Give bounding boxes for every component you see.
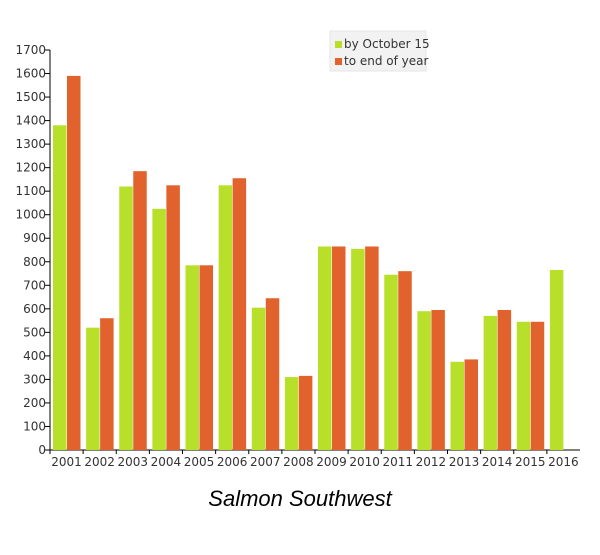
bar-by-october-15 — [450, 361, 464, 450]
x-tick-label: 2015 — [515, 455, 546, 469]
bar-by-october-15 — [152, 208, 166, 450]
bar-by-october-15 — [417, 311, 431, 450]
legend: by October 15 to end of year — [329, 30, 430, 72]
legend-label: by October 15 — [344, 37, 430, 51]
y-tick-label: 700 — [23, 278, 46, 292]
y-tick-label: 0 — [38, 443, 46, 457]
bar-to-end-of-year — [464, 359, 478, 450]
y-tick-label: 100 — [23, 419, 46, 433]
y-tick-label: 800 — [23, 255, 46, 269]
bar-to-end-of-year — [431, 310, 445, 450]
y-tick-label: 200 — [23, 396, 46, 410]
bar-to-end-of-year — [100, 318, 114, 450]
bar-by-october-15 — [318, 246, 332, 450]
bar-by-october-15 — [251, 307, 266, 450]
x-tick-label: 2004 — [151, 455, 182, 469]
bar-to-end-of-year — [166, 185, 180, 450]
y-tick-label: 1000 — [15, 208, 46, 222]
bar-to-end-of-year — [530, 321, 545, 450]
y-tick-label: 1600 — [15, 67, 46, 81]
y-tick-label: 1700 — [15, 43, 46, 57]
bar-to-end-of-year — [232, 178, 247, 450]
x-tick-label: 2010 — [349, 455, 380, 469]
y-tick-label: 1500 — [15, 90, 46, 104]
bar-to-end-of-year — [332, 246, 346, 450]
bar-by-october-15 — [86, 327, 100, 450]
y-tick-label: 1300 — [15, 137, 46, 151]
x-tick-label: 2005 — [184, 455, 215, 469]
bar-by-october-15 — [549, 270, 564, 450]
y-tick-label: 1400 — [15, 114, 46, 128]
y-tick-label: 600 — [23, 302, 46, 316]
x-axis: 2001 2002 2003 2004 2005 2006 2007 2008 2009 2010… — [49, 449, 580, 469]
x-tick-label: 2013 — [449, 455, 480, 469]
bar-to-end-of-year — [298, 375, 313, 450]
bars — [53, 75, 564, 451]
legend-box — [329, 30, 427, 72]
x-tick-label: 2009 — [316, 455, 347, 469]
bar-to-end-of-year — [398, 271, 412, 450]
bar-to-end-of-year — [133, 171, 147, 451]
x-tick-label: 2014 — [482, 455, 513, 469]
y-tick-label: 1100 — [15, 184, 46, 198]
y-axis: 0 100 200 300 400 500 600 700 800 900 1000 1100 1200… — [15, 43, 51, 457]
bar-to-end-of-year — [265, 298, 280, 450]
bar-to-end-of-year — [497, 310, 512, 450]
x-tick-label: 2012 — [416, 455, 447, 469]
legend-swatch — [335, 41, 342, 48]
bar-to-end-of-year — [365, 246, 379, 450]
y-tick-label: 400 — [23, 349, 46, 363]
x-tick-label: 2008 — [283, 455, 314, 469]
legend-swatch — [335, 58, 342, 65]
chart-title: Salmon Southwest — [208, 486, 392, 511]
bar-by-october-15 — [516, 321, 531, 450]
bar-by-october-15 — [119, 186, 133, 450]
bar-to-end-of-year — [67, 75, 81, 450]
bar-by-october-15 — [351, 248, 365, 450]
x-tick-label: 2007 — [250, 455, 281, 469]
legend-label: to end of year — [344, 54, 429, 68]
bar-by-october-15 — [185, 265, 199, 450]
x-tick-label: 2002 — [84, 455, 115, 469]
bar-to-end-of-year — [199, 265, 213, 450]
x-tick-label: 2003 — [118, 455, 149, 469]
x-tick-label: 2006 — [217, 455, 248, 469]
x-tick-label: 2011 — [383, 455, 414, 469]
bar-by-october-15 — [53, 125, 67, 450]
x-tick-label: 2016 — [548, 455, 579, 469]
y-tick-label: 500 — [23, 325, 46, 339]
y-tick-label: 300 — [23, 372, 46, 386]
bar-by-october-15 — [384, 274, 398, 450]
x-tick-label: 2001 — [51, 455, 82, 469]
bar-by-october-15 — [284, 377, 299, 450]
bar-by-october-15 — [218, 185, 233, 450]
y-tick-label: 1200 — [15, 161, 46, 175]
bar-by-october-15 — [483, 315, 498, 450]
y-tick-label: 900 — [23, 231, 46, 245]
